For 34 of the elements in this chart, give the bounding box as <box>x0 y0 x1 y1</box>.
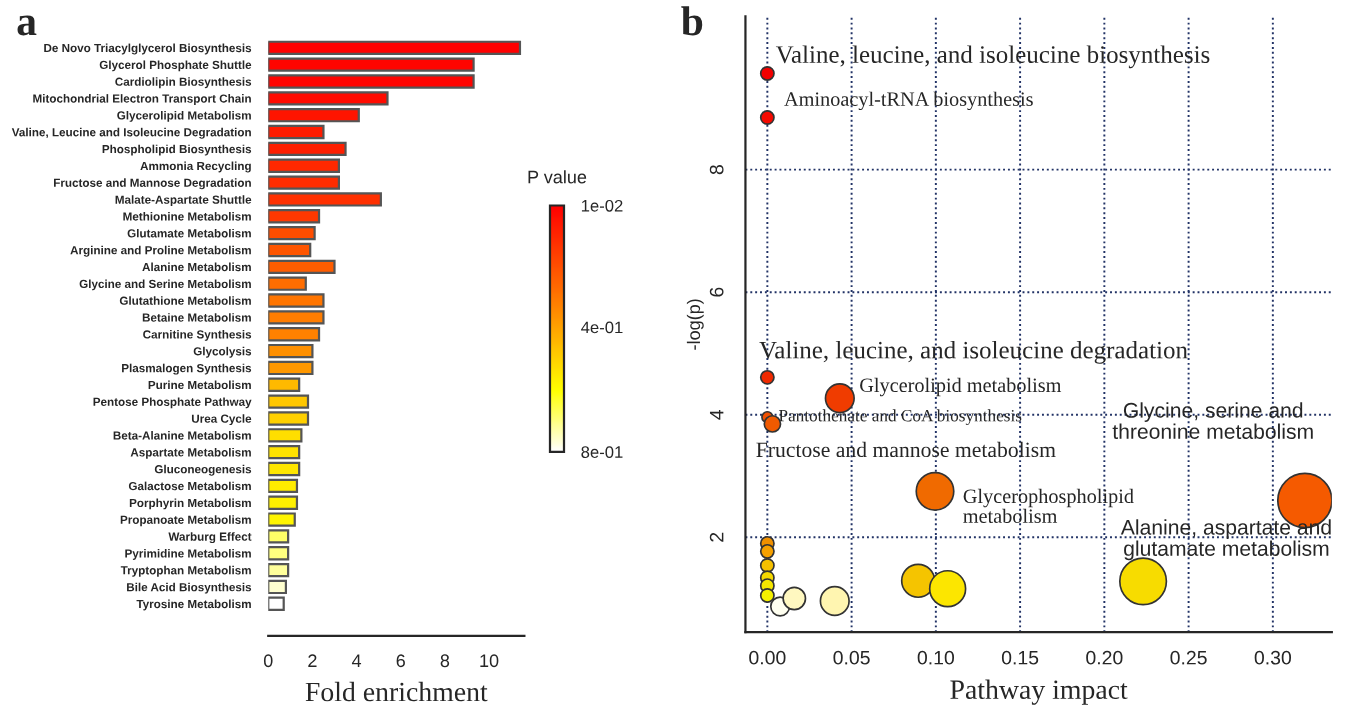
x-tick-label: 0.00 <box>749 650 786 665</box>
x-tick-label: 0.25 <box>1170 650 1207 665</box>
x-tick-label: 0.05 <box>833 650 870 665</box>
annotation: Valine, leucine, and isoleucine degradation <box>759 340 1188 364</box>
chart-title: b <box>681 6 703 36</box>
y-axis-title: -log(p) <box>686 299 704 350</box>
x-tick-label: 2 <box>308 654 317 667</box>
annotation: Aminoacyl-tRNA biosynthesis <box>784 91 1033 111</box>
x-tick-label: 0.30 <box>1254 650 1292 665</box>
x-tick-label: 6 <box>396 654 405 668</box>
x-tick-label: 8 <box>440 654 450 668</box>
x-tick-label: 0.20 <box>1086 650 1123 665</box>
y-tick-label: 6 <box>709 287 724 297</box>
x-axis-title: Pathway impact <box>950 679 1128 705</box>
color-bar-label: 1e-02 <box>581 199 623 212</box>
x-tick-label: 10 <box>480 654 499 668</box>
annotation: Fructose and mannose metabolism <box>756 441 1056 458</box>
color-bar-label: 8e-01 <box>581 446 623 458</box>
y-tick-label: 4 <box>709 409 724 420</box>
x-axis-title: Fold enrichment <box>305 681 488 702</box>
x-tick-label: 0 <box>263 654 273 668</box>
color-bar-title: P value <box>528 170 587 184</box>
y-tick-label: 8 <box>709 165 724 175</box>
x-tick-label: 0.15 <box>1001 650 1039 665</box>
annotation: Pantothenate and CoA biosynthesis <box>778 409 1022 425</box>
y-tick-label: 2 <box>709 532 724 542</box>
chart-title: a <box>17 15 37 36</box>
color-bar-label: 4e-01 <box>581 321 623 334</box>
x-tick-label: 0.10 <box>917 650 955 665</box>
annotation: Glycine, serine and threonine metabolism <box>1112 402 1313 439</box>
x-tick-label: 4 <box>351 654 362 667</box>
annotation: Valine, leucine, and isoleucine biosynthesis <box>775 45 1210 69</box>
annotation: Glycerophospholipid metabolism <box>963 488 1134 523</box>
annotation: Glycerolipid metabolism <box>860 377 1062 397</box>
